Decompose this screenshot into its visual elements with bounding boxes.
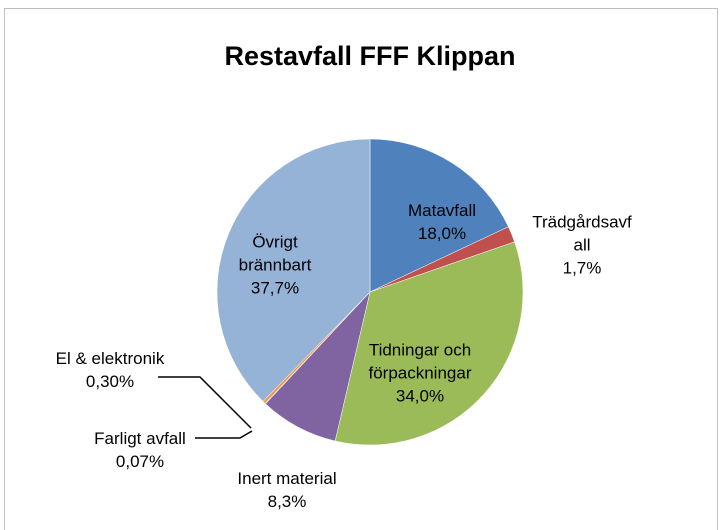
slice-label: Övrigt brännbart 37,7% <box>220 231 330 300</box>
pie-slice <box>369 138 509 293</box>
slice-name: Matavfall <box>407 201 477 220</box>
slice-label: Inert material 8,3% <box>232 467 342 513</box>
slice-label: El & elektronik 0,30% <box>55 347 165 393</box>
slice-value: 18,0% <box>417 224 467 243</box>
chart-title: Restavfall FFF Klippan <box>224 41 515 71</box>
slice-value: 1,7% <box>562 258 602 278</box>
pie-slice <box>216 138 371 402</box>
slice-name: Inert material <box>237 469 337 488</box>
slice-label: Trädgårdsavfall 1,7% <box>532 211 632 280</box>
slice-value: 0,07% <box>115 452 165 471</box>
slice-name: Övrigt brännbart <box>238 232 312 275</box>
slice-value: 34,0% <box>395 386 445 406</box>
leader-line <box>158 376 252 429</box>
slice-label: Tidningar och förpackningar 34,0% <box>345 339 495 408</box>
pie-slice <box>334 241 524 446</box>
slice-label: Matavfall 18,0% <box>392 199 492 245</box>
slice-value: 8,3% <box>267 492 307 511</box>
slice-value: 37,7% <box>250 278 300 298</box>
slice-label: Farligt avfall 0,07% <box>75 427 205 473</box>
slice-name: El & elektronik <box>55 349 165 368</box>
slice-name: Trädgårdsavfall <box>532 212 632 255</box>
leader-line <box>195 430 253 439</box>
slice-name: Tidningar och förpackningar <box>368 340 472 383</box>
slice-value: 0,30% <box>85 372 135 391</box>
slice-name: Farligt avfall <box>94 429 186 448</box>
